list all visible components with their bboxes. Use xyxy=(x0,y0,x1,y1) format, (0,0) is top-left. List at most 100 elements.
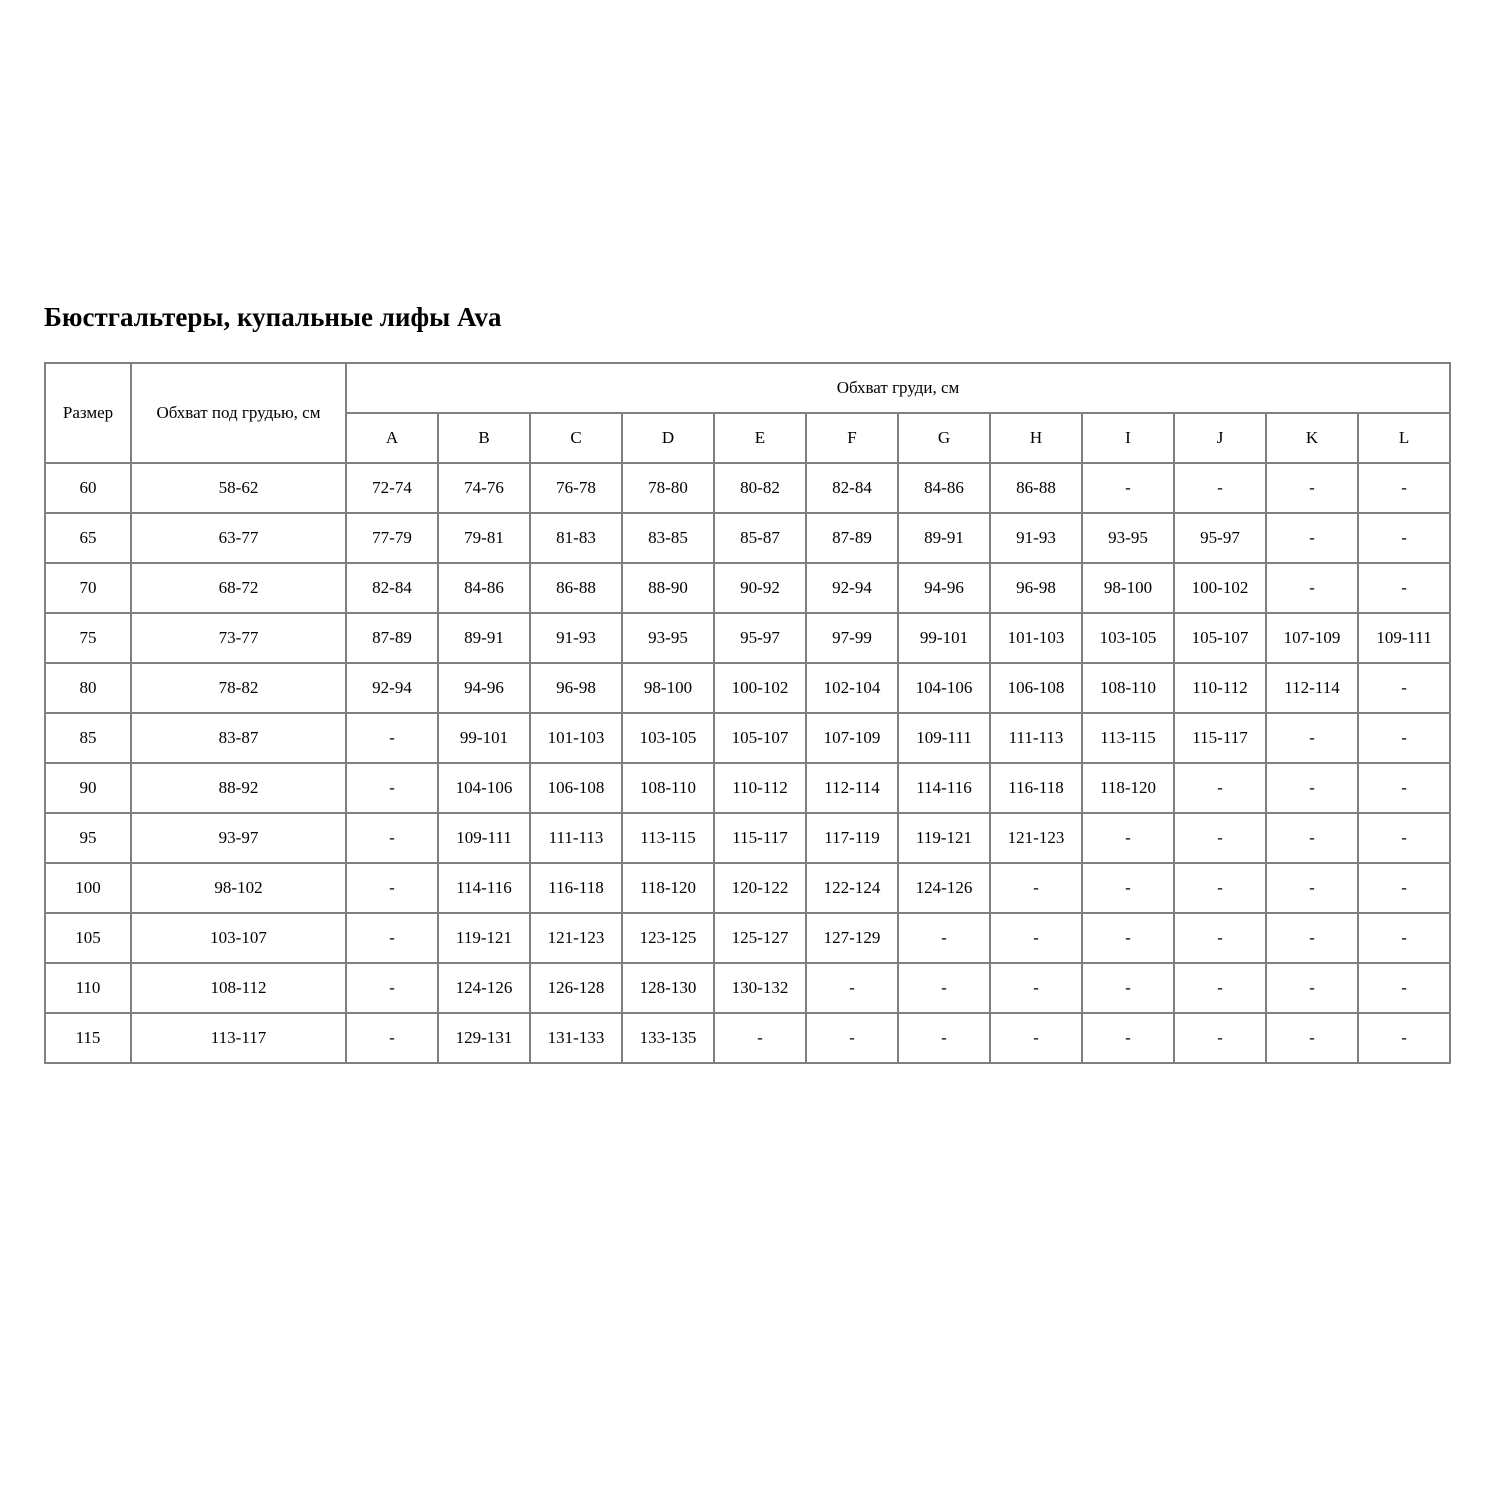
cell-cup-I: - xyxy=(1081,812,1175,865)
cell-cup-A: 72-74 xyxy=(345,462,439,515)
cell-cup-E: 130-132 xyxy=(713,962,807,1015)
cell-cup-C: 101-103 xyxy=(529,712,623,765)
header-cup-A: A xyxy=(345,412,439,465)
cell-cup-B: 79-81 xyxy=(437,512,531,565)
cell-cup-L: - xyxy=(1356,912,1452,965)
cell-cup-E: 125-127 xyxy=(713,912,807,965)
cell-cup-H: 86-88 xyxy=(989,462,1083,515)
cell-cup-J: - xyxy=(1173,962,1267,1015)
cell-cup-H: 116-118 xyxy=(989,762,1083,815)
cell-size: 105 xyxy=(44,912,132,965)
cell-cup-B: 124-126 xyxy=(437,962,531,1015)
cell-cup-L: - xyxy=(1356,462,1452,515)
cell-cup-L: - xyxy=(1356,962,1452,1015)
cell-size: 90 xyxy=(44,762,132,815)
cell-cup-F: 107-109 xyxy=(805,712,899,765)
cell-cup-E: 85-87 xyxy=(713,512,807,565)
header-cup-D: D xyxy=(621,412,715,465)
cell-cup-L: - xyxy=(1356,812,1452,865)
cell-cup-E: - xyxy=(713,1012,807,1065)
cell-size: 60 xyxy=(44,462,132,515)
cell-cup-G: - xyxy=(897,912,991,965)
cell-cup-A: 92-94 xyxy=(345,662,439,715)
cell-underbust: 103-107 xyxy=(130,912,347,965)
cell-underbust: 78-82 xyxy=(130,662,347,715)
cell-cup-I: - xyxy=(1081,912,1175,965)
cell-cup-E: 110-112 xyxy=(713,762,807,815)
cell-cup-G: - xyxy=(897,962,991,1015)
table-row: 90 88-92-104-106 106-108 108-110 110-112 112-… xyxy=(44,762,1452,815)
page-title: Бюстгальтеры, купальные лифы Ava xyxy=(44,302,502,332)
cell-cup-E: 100-102 xyxy=(713,662,807,715)
cell-cup-B: 84-86 xyxy=(437,562,531,615)
cell-cup-I: 93-95 xyxy=(1081,512,1175,565)
cell-cup-C: 131-133 xyxy=(529,1012,623,1065)
cell-cup-D: 83-85 xyxy=(621,512,715,565)
cell-cup-G: 84-86 xyxy=(897,462,991,515)
cell-cup-D: 103-105 xyxy=(621,712,715,765)
cell-cup-A: 82-84 xyxy=(345,562,439,615)
size-chart-table: Размер Обхват под грудью, см Обхват груд… xyxy=(44,362,1452,1065)
cell-cup-C: 106-108 xyxy=(529,762,623,815)
cell-cup-K: - xyxy=(1265,862,1359,915)
cell-size: 115 xyxy=(44,1012,132,1065)
cell-cup-J: 110-112 xyxy=(1173,662,1267,715)
cell-cup-A: - xyxy=(345,712,439,765)
cell-cup-I: 113-115 xyxy=(1081,712,1175,765)
cell-cup-A: - xyxy=(345,962,439,1015)
cell-cup-I: 98-100 xyxy=(1081,562,1175,615)
cell-cup-H: 121-123 xyxy=(989,812,1083,865)
table-row: 65 63-77 77-79 79-81 81-83 83-85 85-87 87-89 89-… xyxy=(44,512,1452,565)
cell-cup-B: 129-131 xyxy=(437,1012,531,1065)
cell-cup-A: - xyxy=(345,762,439,815)
cell-cup-G: 114-116 xyxy=(897,762,991,815)
cell-cup-G: 104-106 xyxy=(897,662,991,715)
cell-cup-L: - xyxy=(1356,1012,1452,1065)
cell-cup-H: - xyxy=(989,912,1083,965)
header-cup-H: H xyxy=(989,412,1083,465)
cell-cup-F: 92-94 xyxy=(805,562,899,615)
cell-cup-J: 100-102 xyxy=(1173,562,1267,615)
cell-cup-H: - xyxy=(989,962,1083,1015)
cell-cup-J: - xyxy=(1173,462,1267,515)
cell-cup-I: - xyxy=(1081,462,1175,515)
header-cup-E: E xyxy=(713,412,807,465)
header-cup-I: I xyxy=(1081,412,1175,465)
cell-underbust: 68-72 xyxy=(130,562,347,615)
cell-cup-B: 74-76 xyxy=(437,462,531,515)
cell-cup-I: 118-120 xyxy=(1081,762,1175,815)
cell-underbust: 98-102 xyxy=(130,862,347,915)
cell-cup-L: - xyxy=(1356,662,1452,715)
header-cup-G: G xyxy=(897,412,991,465)
cell-cup-E: 105-107 xyxy=(713,712,807,765)
cell-cup-J: - xyxy=(1173,762,1267,815)
header-cup-L: L xyxy=(1356,412,1452,465)
table-row: 110 108-112-124-126 126-128 128-130 130-132-… xyxy=(44,962,1452,1015)
cell-cup-H: 101-103 xyxy=(989,612,1083,665)
cell-size: 110 xyxy=(44,962,132,1015)
cell-cup-F: 97-99 xyxy=(805,612,899,665)
cell-cup-I: - xyxy=(1081,1012,1175,1065)
cell-cup-H: 111-113 xyxy=(989,712,1083,765)
cell-cup-C: 81-83 xyxy=(529,512,623,565)
cell-cup-F: - xyxy=(805,962,899,1015)
header-row-main: Размер Обхват под грудью, см Обхват груд… xyxy=(44,362,1452,465)
cell-cup-B: 114-116 xyxy=(437,862,531,915)
cell-cup-E: 120-122 xyxy=(713,862,807,915)
cell-underbust: 88-92 xyxy=(130,762,347,815)
cell-underbust: 73-77 xyxy=(130,612,347,665)
table-row: 95 93-97-109-111 111-113 113-115 115-117 117-… xyxy=(44,812,1452,865)
cell-cup-D: 93-95 xyxy=(621,612,715,665)
table-row: 60 58-62 72-74 74-76 76-78 78-80 80-82 82-84 84-… xyxy=(44,462,1452,515)
table-body: 60 58-62 72-74 74-76 76-78 78-80 80-82 82-84 84-… xyxy=(44,462,1452,1065)
cell-cup-H: 91-93 xyxy=(989,512,1083,565)
cell-cup-L: - xyxy=(1356,712,1452,765)
cell-cup-K: - xyxy=(1265,712,1359,765)
cell-size: 100 xyxy=(44,862,132,915)
cell-cup-B: 104-106 xyxy=(437,762,531,815)
cell-size: 65 xyxy=(44,512,132,565)
cell-cup-K: 112-114 xyxy=(1265,662,1359,715)
cell-cup-K: - xyxy=(1265,512,1359,565)
cell-cup-K: - xyxy=(1265,562,1359,615)
